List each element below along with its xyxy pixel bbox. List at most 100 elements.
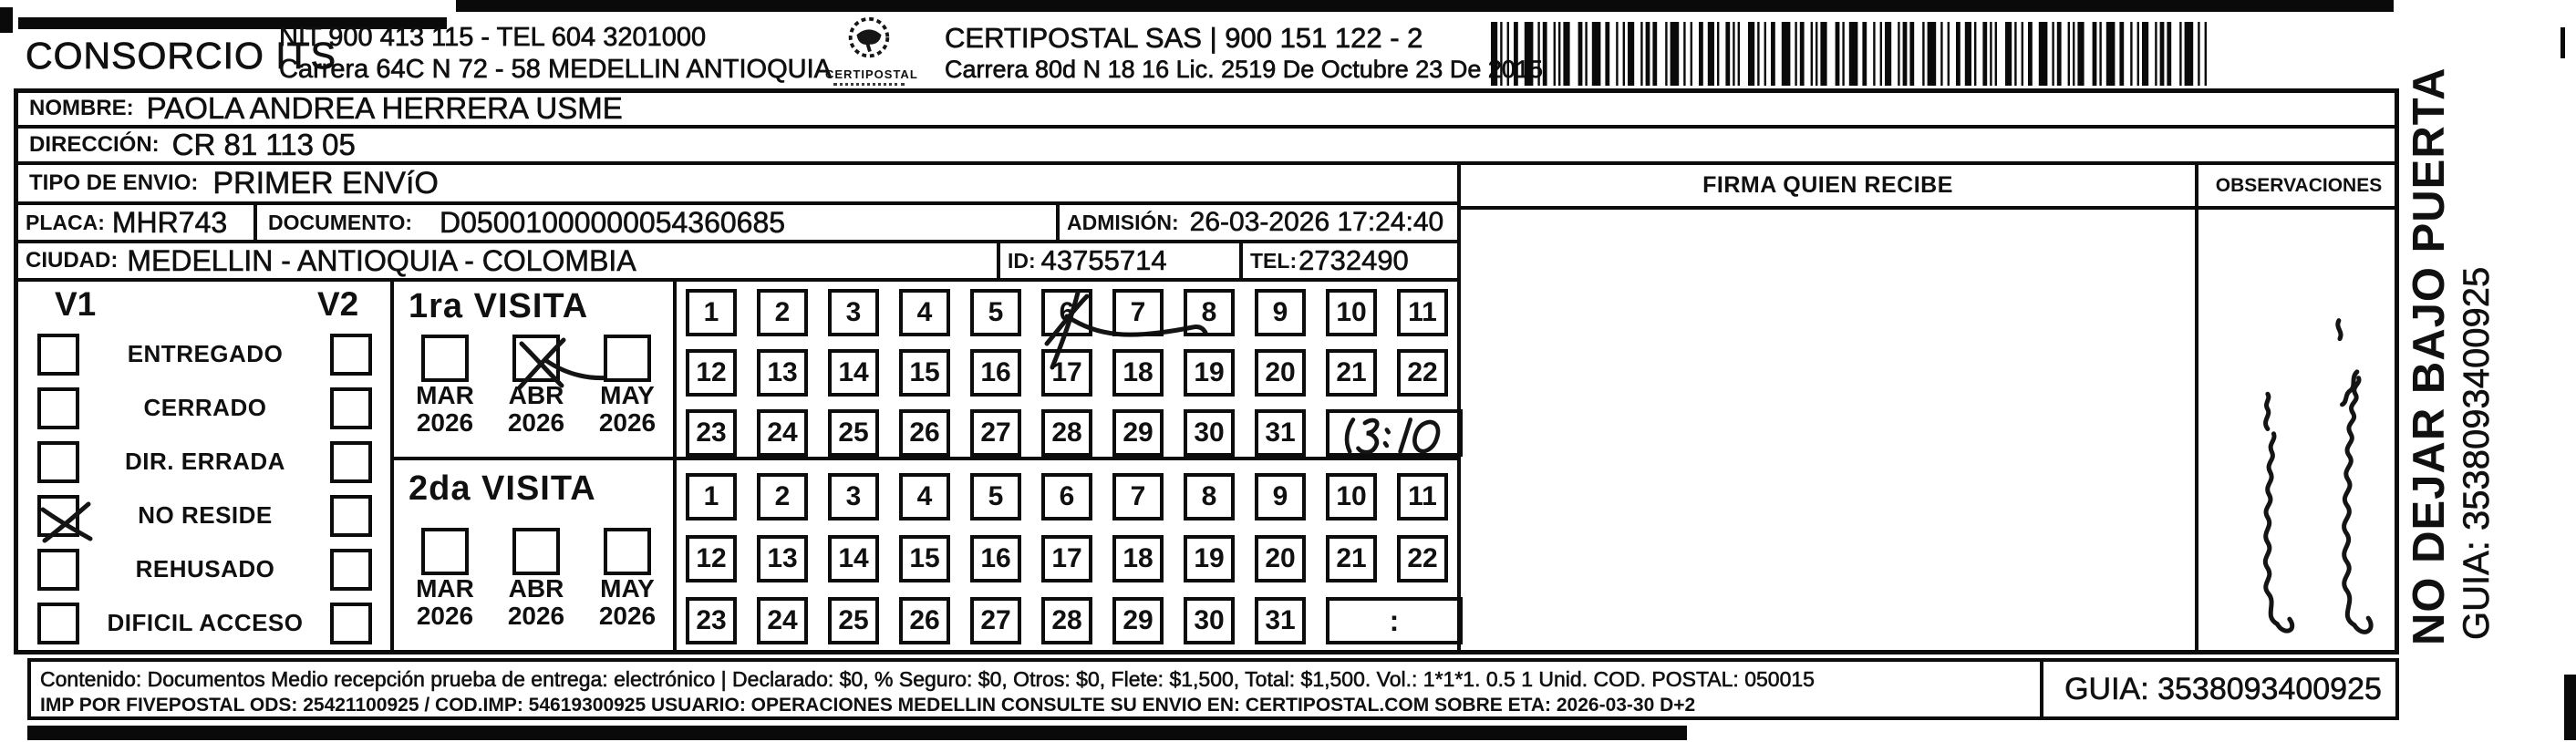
month-label: ABR: [508, 574, 564, 603]
side-banner-line2: GUIA: 3538093400925: [2457, 266, 2498, 640]
status-checkbox-v2: [330, 548, 372, 591]
day-cell: 10: [1326, 473, 1377, 520]
visit-1-title: 1ra VISITA: [409, 287, 589, 325]
status-col2-header: V2: [317, 285, 359, 323]
month-option: MAY 2026: [585, 528, 669, 630]
day-cell: 9: [1255, 473, 1306, 520]
day-cell: 4: [899, 289, 950, 336]
day-cell: 8: [1184, 289, 1235, 336]
month-year: 2026: [507, 408, 565, 437]
status-checkbox-v1: [37, 494, 93, 542]
placa-cell: PLACA: MHR743: [18, 205, 257, 243]
scan-artifact-top-bar: [456, 0, 2394, 12]
day-cell: 11: [1397, 289, 1448, 336]
day-cell: 26: [899, 597, 950, 644]
month-label: MAY: [600, 574, 655, 603]
tracking-barcode: [1491, 22, 2207, 86]
status-panel: V1 V2 ENTREGADO CERRADO DIR. ERRADA NO RESI…: [18, 282, 394, 652]
day-cell: 25: [828, 409, 879, 457]
operator-line: CERTIPOSTAL SAS | 900 151 122 - 2: [945, 22, 1423, 55]
direccion-row: DIRECCIÓN: CR 81 113 05: [18, 128, 2395, 165]
firma-header: FIRMA QUIEN RECIBE: [1461, 165, 2195, 210]
nombre-value: PAOLA ANDREA HERRERA USME: [146, 90, 623, 125]
day-cell: 17: [1041, 535, 1092, 582]
admision-cell: ADMISIÓN: 26-03-2026 17:24:40: [1060, 205, 1460, 243]
tipo-envio-row: TIPO DE ENVIO: PRIMER ENVíO: [18, 165, 1460, 205]
day-cell: 12: [686, 349, 737, 397]
status-option-label: CERRADO: [143, 394, 267, 421]
day-cell: 14: [828, 349, 879, 397]
day-cell: 28: [1041, 597, 1092, 644]
month-year: 2026: [416, 408, 474, 437]
visit-2-month-checkboxes: MAR 2026 ABR 2026 MAY 2026: [403, 528, 669, 630]
day-cell: 16: [970, 349, 1021, 397]
status-checkbox-v2: [330, 494, 372, 537]
ciudad-value: MEDELLIN - ANTIOQUIA - COLOMBIA: [127, 243, 636, 277]
month-checkbox: [421, 335, 469, 382]
day-cell: 26: [899, 409, 950, 457]
observaciones-header: OBSERVACIONES: [2198, 165, 2399, 210]
visit-2-months-cell: 2da VISITA MAR 2026 ABR 2026 MAY 2026: [394, 460, 677, 652]
day-row: 12 13 14 15 16 17 18 19 20 21 22: [686, 349, 1448, 397]
day-cell: 5: [970, 473, 1021, 520]
day-cell: 22: [1397, 349, 1448, 397]
month-label: ABR: [508, 381, 564, 409]
month-checkbox: [604, 528, 651, 575]
status-checkbox-v2: [330, 602, 372, 644]
tipo-envio-value: PRIMER ENVíO: [212, 165, 439, 201]
month-checkbox: [512, 528, 560, 575]
admision-value: 26-03-2026 17:24:40: [1189, 207, 1444, 238]
day-cell: 29: [1112, 597, 1164, 644]
day-cell: 12: [686, 535, 737, 582]
day-cell: 1: [686, 473, 737, 520]
month-option: MAY 2026: [585, 335, 669, 437]
day-cell: 22: [1397, 535, 1448, 582]
tel-value: 2732490: [1298, 244, 1409, 277]
day-cell: 13: [757, 349, 808, 397]
status-row: DIFICIL ACCESO: [18, 596, 390, 650]
status-checkbox-v1: [37, 333, 79, 376]
month-option: ABR 2026: [494, 335, 648, 437]
day-cell: 27: [970, 597, 1021, 644]
documento-label: DOCUMENTO:: [268, 210, 413, 234]
day-cell: 3: [828, 473, 879, 520]
id-value: 43755714: [1040, 244, 1167, 277]
day-cell: 7: [1112, 473, 1164, 520]
day-cell: 30: [1184, 409, 1235, 457]
day-cell: 6: [1041, 473, 1092, 520]
day-cell: 3: [828, 289, 879, 336]
day-cell: 16: [970, 535, 1021, 582]
documento-cell: DOCUMENTO: D05001000000054360685: [257, 205, 1060, 243]
month-year: 2026: [507, 602, 565, 630]
visit-time-box: [1326, 409, 1463, 457]
admision-label: ADMISIÓN:: [1067, 210, 1179, 234]
side-banner-line1: NO DEJAR BAJO PUERTA: [2405, 67, 2454, 645]
day-cell: 29: [1112, 409, 1164, 457]
day-cell: 19: [1184, 535, 1235, 582]
status-checkbox-v1: [37, 440, 79, 483]
month-checkbox: [512, 335, 648, 390]
status-checkbox-v2: [330, 386, 372, 429]
month-year: 2026: [416, 602, 474, 630]
day-cell: 1: [686, 289, 737, 336]
day-cell: 7: [1112, 289, 1164, 336]
status-checkbox-v1: [37, 548, 79, 591]
month-checkbox: [604, 335, 651, 382]
visit-time-box: :: [1326, 597, 1463, 644]
form-outer-border: [14, 88, 2399, 654]
id-cell: ID: 43755714: [1000, 243, 1243, 282]
direccion-value: CR 81 113 05: [171, 128, 356, 162]
day-cell: 31: [1255, 597, 1306, 644]
sender-nit-line: NIT 900 413 115 - TEL 604 3201000: [279, 23, 707, 53]
scan-artifact-bottom-bar: [27, 726, 1687, 740]
day-row: 23 24 25 26 27 28 29 30 31:: [686, 597, 1463, 644]
visit-2-day-grid: 1 2 3 4 5 6 7 8 9 10 11 12 13 14 15 16 17 18 19 20 21 22 23 24 2…: [677, 460, 1463, 652]
day-cell: 27: [970, 409, 1021, 457]
day-cell: 23: [686, 597, 737, 644]
observaciones-column: OBSERVACIONES: [2195, 165, 2399, 652]
day-cell: 2: [757, 289, 808, 336]
status-checkbox-v1: [37, 386, 79, 429]
status-rows: ENTREGADO CERRADO DIR. ERRADA NO RESIDE REHU…: [18, 327, 390, 650]
footer-content-line: Contenido: Documentos Medio recepción pr…: [40, 667, 1816, 692]
